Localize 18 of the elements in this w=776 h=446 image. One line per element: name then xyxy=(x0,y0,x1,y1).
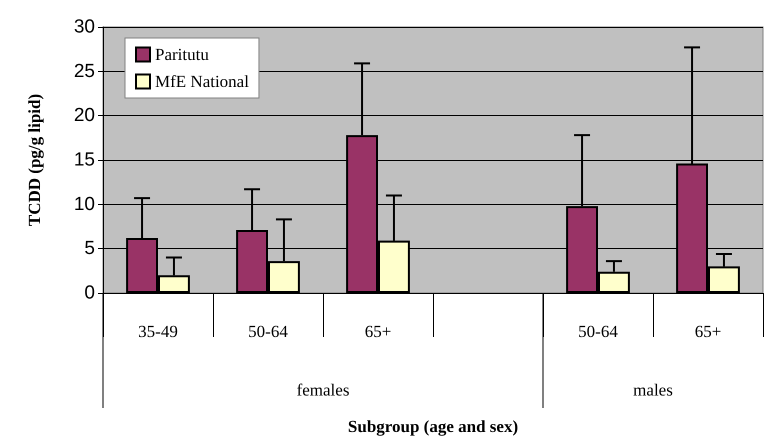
y-tick-label: 20 xyxy=(74,105,95,126)
x-tick-label: 50-64 xyxy=(248,322,288,341)
y-tick-label: 15 xyxy=(74,150,95,170)
x-tick-label: 65+ xyxy=(694,322,722,341)
y-tick-label: 0 xyxy=(84,282,95,304)
y-tick-label: 5 xyxy=(84,238,95,260)
text: females xyxy=(296,380,350,400)
x-tick-label: 35-49 xyxy=(138,322,178,341)
x-tick-label: 65+ xyxy=(364,322,392,341)
legend-label: MfE National xyxy=(155,72,250,91)
y-axis-title: TCDD (pg/g lipid) xyxy=(25,94,44,226)
x-tick-label: 50-64 xyxy=(578,322,618,341)
text: males xyxy=(633,380,673,400)
y-tick-label: 10 xyxy=(74,194,95,215)
x-axis-title: Subgroup (age and sex) xyxy=(348,417,518,436)
y-tick-label: 25 xyxy=(74,60,95,82)
y-tick-label: 30 xyxy=(74,16,95,38)
legend-label: Paritutu xyxy=(155,45,210,64)
